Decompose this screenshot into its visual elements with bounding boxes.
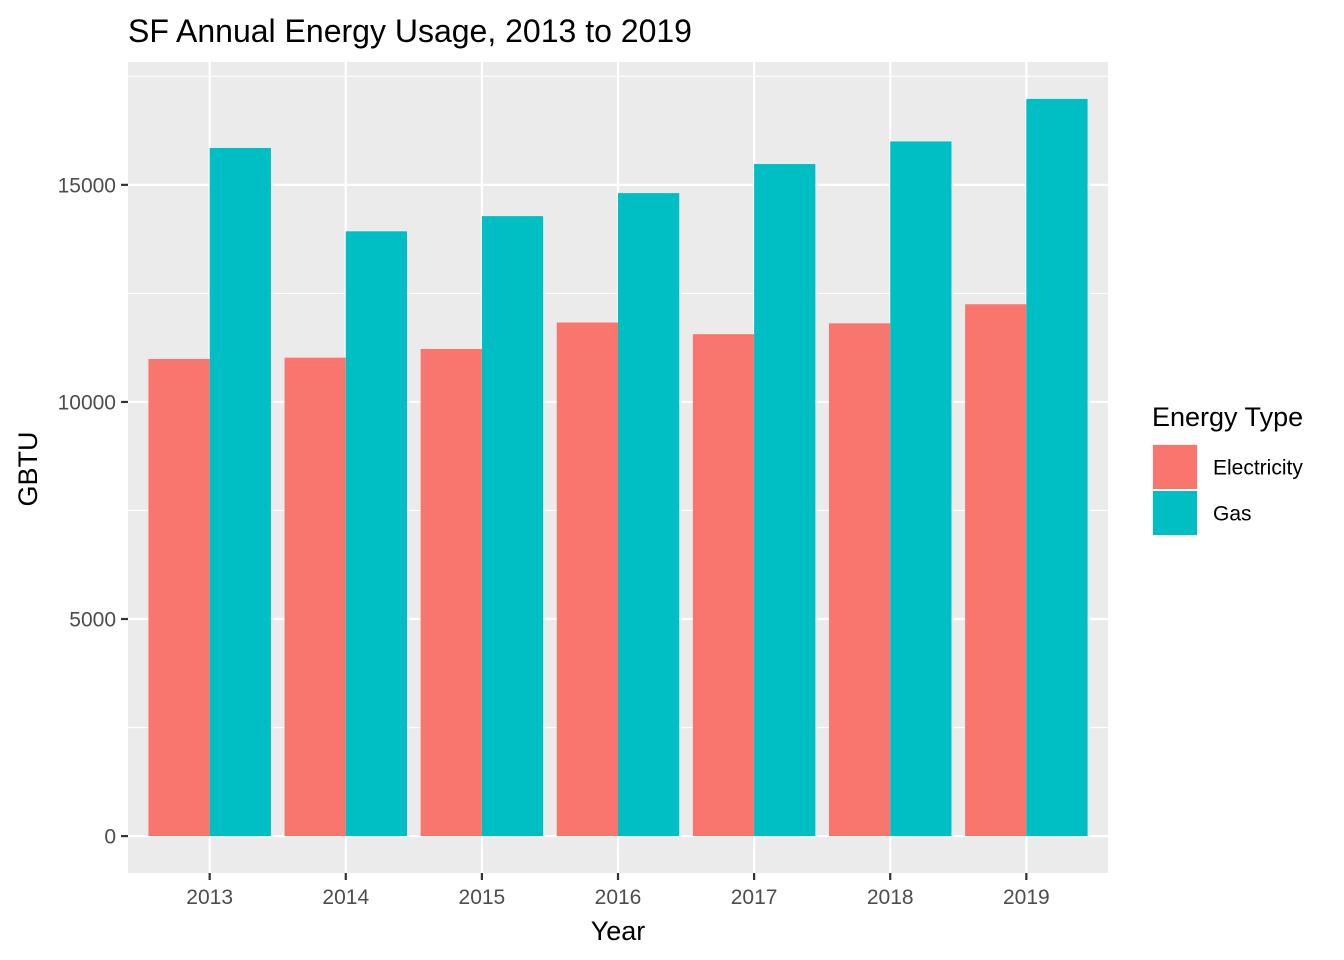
legend: Energy Type Electricity Gas [1152,402,1303,536]
x-axis: 2013 2014 2015 2016 2017 2018 2019 [186,873,1050,909]
y-axis-title: GBTU [13,431,43,506]
y-tick-label: 15000 [58,174,116,197]
bar-electricity-2017 [692,334,755,837]
x-tick-label: 2019 [1003,886,1050,909]
legend-label-gas: Gas [1213,503,1252,526]
bar-electricity-2016 [556,322,618,837]
bar-gas-2019 [1026,98,1088,837]
y-axis: 0 5000 10000 15000 [58,174,128,849]
x-tick-label: 2018 [867,886,914,909]
bar-gas-2018 [890,141,952,837]
bar-gas-2013 [209,147,271,837]
bar-electricity-2014 [284,357,346,837]
bar-electricity-2013 [148,358,210,837]
bar-gas-2016 [618,193,680,837]
legend-key-electricity [1153,445,1197,489]
bar-electricity-2015 [420,348,482,837]
legend-label-electricity: Electricity [1213,457,1303,480]
x-tick-label: 2013 [186,886,233,909]
bar-gas-2014 [345,231,408,837]
bars-group [148,98,1088,837]
bar-gas-2017 [754,164,816,837]
bar-electricity-2018 [828,323,891,837]
legend-key-gas [1153,491,1197,535]
x-tick-label: 2017 [731,886,778,909]
legend-title: Energy Type [1152,402,1303,432]
x-tick-label: 2016 [595,886,642,909]
y-tick-label: 10000 [58,391,116,414]
y-tick-label: 5000 [69,609,116,632]
chart-title: SF Annual Energy Usage, 2013 to 2019 [128,13,692,49]
bar-electricity-2019 [965,304,1027,837]
bar-gas-2015 [481,216,544,837]
x-tick-label: 2015 [459,886,506,909]
x-axis-title: Year [591,916,646,946]
x-tick-label: 2014 [322,886,369,909]
y-tick-label: 0 [104,826,116,849]
